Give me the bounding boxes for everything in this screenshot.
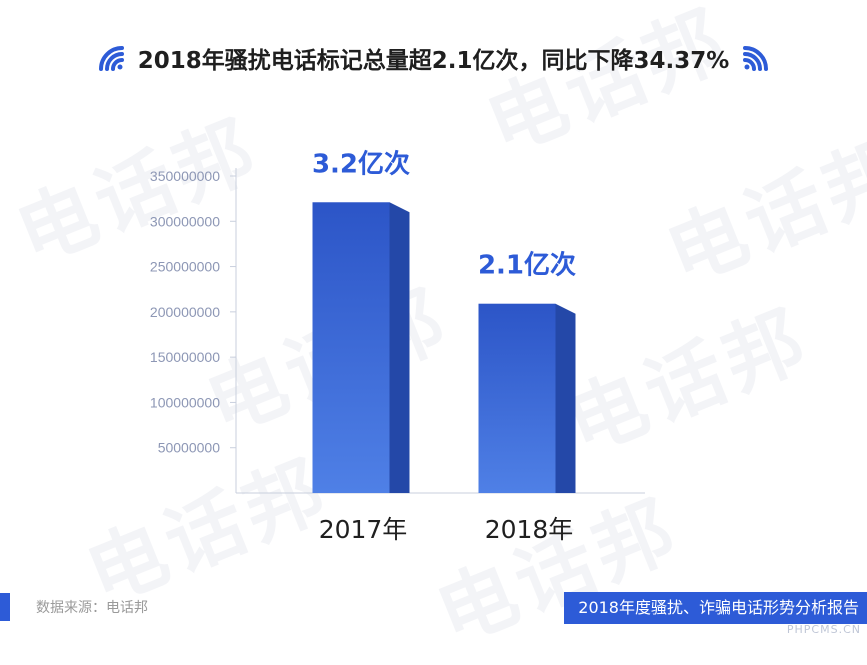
label-layer: 3.2亿次 2017年 2.1亿次 2018年	[312, 149, 576, 544]
bar	[478, 303, 556, 493]
bar-side	[389, 202, 410, 493]
bar-side	[555, 303, 576, 493]
y-tick-label: 300000000	[150, 213, 220, 229]
site-watermark: PHPCMS.CN	[786, 623, 861, 636]
signal-left-icon	[98, 46, 124, 71]
signal-right-icon	[743, 46, 769, 71]
footer-accent-bar	[0, 593, 10, 621]
chart-title: 2018年骚扰电话标记总量超2.1亿次，同比下降34.37%	[137, 48, 730, 74]
chart-title-row: 2018年骚扰电话标记总量超2.1亿次，同比下降34.37%	[0, 38, 867, 78]
y-tick-label: 200000000	[150, 304, 220, 320]
y-tick-label: 350000000	[150, 168, 220, 184]
axis-layer: 50000000 100000000 150000000 200000000 25000…	[150, 168, 645, 494]
x-category-label: 2017年	[319, 515, 408, 544]
bar-data-label: 2.1亿次	[478, 251, 576, 281]
report-title-badge: 2018年度骚扰、诈骗电话形势分析报告	[564, 592, 867, 624]
y-tick-label: 100000000	[150, 394, 220, 410]
y-tick-label: 150000000	[150, 349, 220, 365]
bar-data-label: 3.2亿次	[312, 149, 410, 179]
y-tick-label: 50000000	[158, 440, 221, 456]
data-source: 数据来源：电话邦	[36, 600, 148, 616]
x-category-label: 2018年	[485, 515, 574, 544]
bar-layer	[312, 202, 576, 493]
y-tick-label: 250000000	[150, 259, 220, 275]
bar	[312, 202, 390, 493]
bar-chart: 50000000 100000000 150000000 200000000 25000…	[150, 149, 645, 544]
